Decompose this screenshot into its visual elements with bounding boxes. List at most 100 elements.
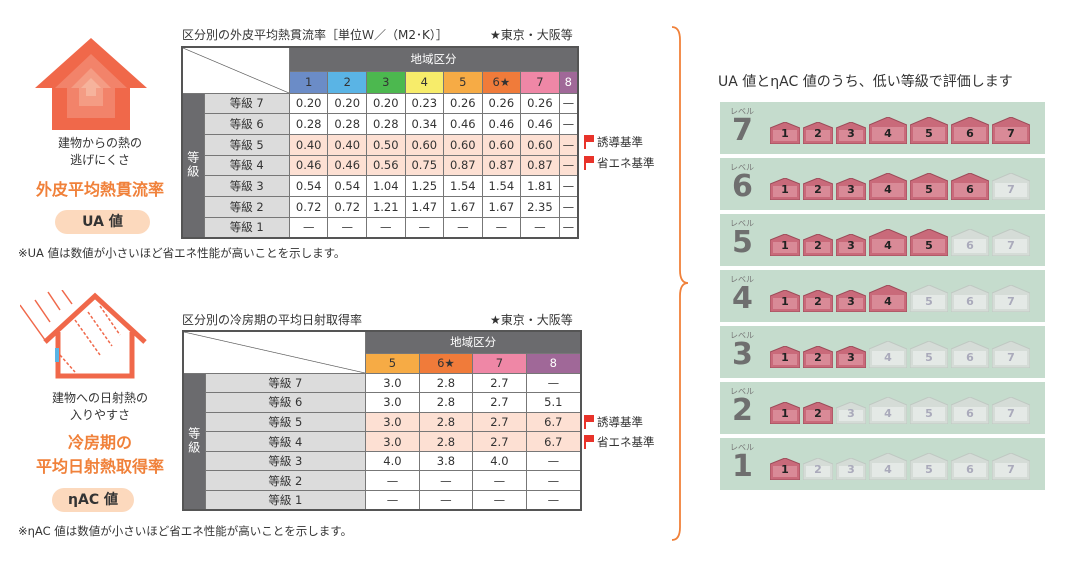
- house-icon-2: 2: [803, 402, 833, 424]
- house-number: 3: [847, 295, 855, 308]
- house-number: 4: [884, 239, 892, 252]
- house-icon-3: 3: [836, 290, 866, 312]
- house-icon-3: 3: [836, 346, 866, 368]
- eta-note: ※ηAC 値は数値が小さいほど省エネ性能が高いことを示します。: [18, 524, 353, 538]
- ua-title: 外皮平均熱貫流率: [35, 180, 164, 199]
- region-0: 1: [288, 70, 329, 94]
- table-cell: 0.26: [443, 92, 483, 115]
- house-number: 4: [884, 127, 892, 140]
- house-number: 3: [847, 463, 855, 476]
- house-number: 1: [781, 463, 789, 476]
- house-icon-1: 1: [770, 402, 800, 424]
- table-cell: 0.40: [327, 133, 367, 156]
- house-number: 7: [1007, 183, 1015, 196]
- house-icon-5: 5: [910, 285, 948, 312]
- table-cell: 0.46: [327, 154, 367, 177]
- table-cell: —: [558, 154, 579, 177]
- house-number: 5: [925, 295, 933, 308]
- table-cell: 0.87: [520, 154, 560, 177]
- house-number: 6: [966, 295, 974, 308]
- table-cell: 0.50: [366, 133, 406, 156]
- house-icon-4: 4: [869, 397, 907, 424]
- house-icon-6: 6: [951, 285, 989, 312]
- table-cell: 0.60: [481, 133, 522, 156]
- table-row: 等級 6 3.0 2.8 2.7 5.1: [183, 392, 582, 413]
- table-cell: —: [525, 372, 582, 394]
- level-number: 2: [732, 393, 753, 428]
- table-row: 等級 等級 7 0.20 0.20 0.20 0.23 0.26 0.26 0.26—: [181, 92, 579, 239]
- brace-icon: [671, 26, 689, 541]
- table-cell: 1.81: [520, 175, 560, 197]
- table-cell: 2.8: [418, 431, 474, 452]
- row-label: 等級 3: [204, 450, 367, 472]
- table-cell: 6.7: [525, 431, 582, 452]
- row-label: 等級 5: [203, 133, 290, 156]
- flag-label: 省エネ基準: [584, 434, 655, 450]
- table-cell: 0.20: [288, 92, 329, 115]
- house-number: 6: [966, 239, 974, 252]
- house-number: 3: [847, 239, 855, 252]
- house-number: 2: [814, 295, 822, 308]
- house-number: 6: [966, 183, 974, 196]
- level-number: 7: [732, 113, 753, 148]
- table-row: 等級 2— — — —: [183, 470, 582, 492]
- table-cell: —: [366, 216, 406, 239]
- house-number: 4: [884, 463, 892, 476]
- region-4: 5: [443, 70, 483, 94]
- ua-note: ※UA 値は数値が小さいほど省エネ性能が高いことを示します。: [18, 246, 346, 260]
- table-row: 等級 1— — — — — — — —: [182, 216, 579, 239]
- level-number: 4: [732, 281, 753, 316]
- table-cell: 1.21: [366, 195, 406, 218]
- region-7: 8: [558, 70, 579, 94]
- table-cell: 0.60: [404, 133, 445, 156]
- table-cell: 4.0: [365, 450, 420, 472]
- row-label: 等級 1: [204, 490, 367, 511]
- row-label: 等級 6: [203, 113, 290, 135]
- table-cell: 0.46: [288, 154, 329, 177]
- level-panel: レベル 4 1 2 3 4 5 6 7: [720, 270, 1045, 322]
- house-number: 3: [847, 127, 855, 140]
- house-number: 5: [925, 463, 933, 476]
- table-cell: 0.60: [520, 133, 560, 156]
- house-number: 2: [814, 463, 822, 476]
- house-number: 5: [925, 351, 933, 364]
- table-cell: 0.56: [366, 154, 406, 177]
- region-2: 7: [472, 352, 527, 374]
- house-number: 4: [884, 295, 892, 308]
- house-sunlight-icon: [20, 290, 147, 379]
- table-row: 等級 等級 7 3.0 2.8 2.7—: [182, 372, 582, 511]
- table-cell: 0.87: [443, 154, 483, 177]
- house-number: 4: [884, 351, 892, 364]
- house-icon-1: 1: [770, 178, 800, 200]
- row-label: 等級 7: [203, 92, 290, 115]
- region-2: 3: [366, 70, 406, 94]
- house-number: 7: [1007, 239, 1015, 252]
- region-5: 6★: [481, 70, 522, 94]
- house-number: 2: [814, 351, 822, 364]
- level-panel: レベル 3 1 2 3 4 5 6 7: [720, 326, 1045, 378]
- ua-desc-line: 建物からの熱の: [57, 136, 142, 150]
- house-icon-1: 1: [770, 234, 800, 256]
- table-cell: 3.0: [365, 392, 420, 413]
- table-cell: 0.87: [481, 154, 522, 177]
- level-panel: レベル 2 1 2 3 4 5 6 7: [720, 382, 1045, 434]
- table-cell: 3.8: [418, 450, 474, 472]
- table-cell: —: [558, 92, 579, 115]
- table-cell: 1.25: [404, 175, 445, 197]
- table-cell: 0.46: [520, 113, 560, 135]
- table-cell: 2.7: [472, 411, 527, 433]
- house-icon-6: 6: [951, 341, 989, 368]
- house-icon-6: 6: [951, 229, 989, 256]
- house-icon-3: 3: [836, 458, 866, 480]
- table-cell: —: [558, 175, 579, 197]
- table-cell: —: [443, 216, 483, 239]
- table-row: 等級 3 4.0 3.8 4.0—: [183, 450, 582, 472]
- eta-desc-line: 入りやすさ: [69, 408, 130, 422]
- flag-icon: [584, 156, 594, 170]
- level-number: 1: [732, 449, 753, 484]
- region-0: 5: [365, 352, 420, 374]
- table-cell: 0.28: [366, 113, 406, 135]
- house-icon-1: 1: [770, 290, 800, 312]
- house-icon-7: 7: [992, 341, 1030, 368]
- table-cell: 0.34: [404, 113, 445, 135]
